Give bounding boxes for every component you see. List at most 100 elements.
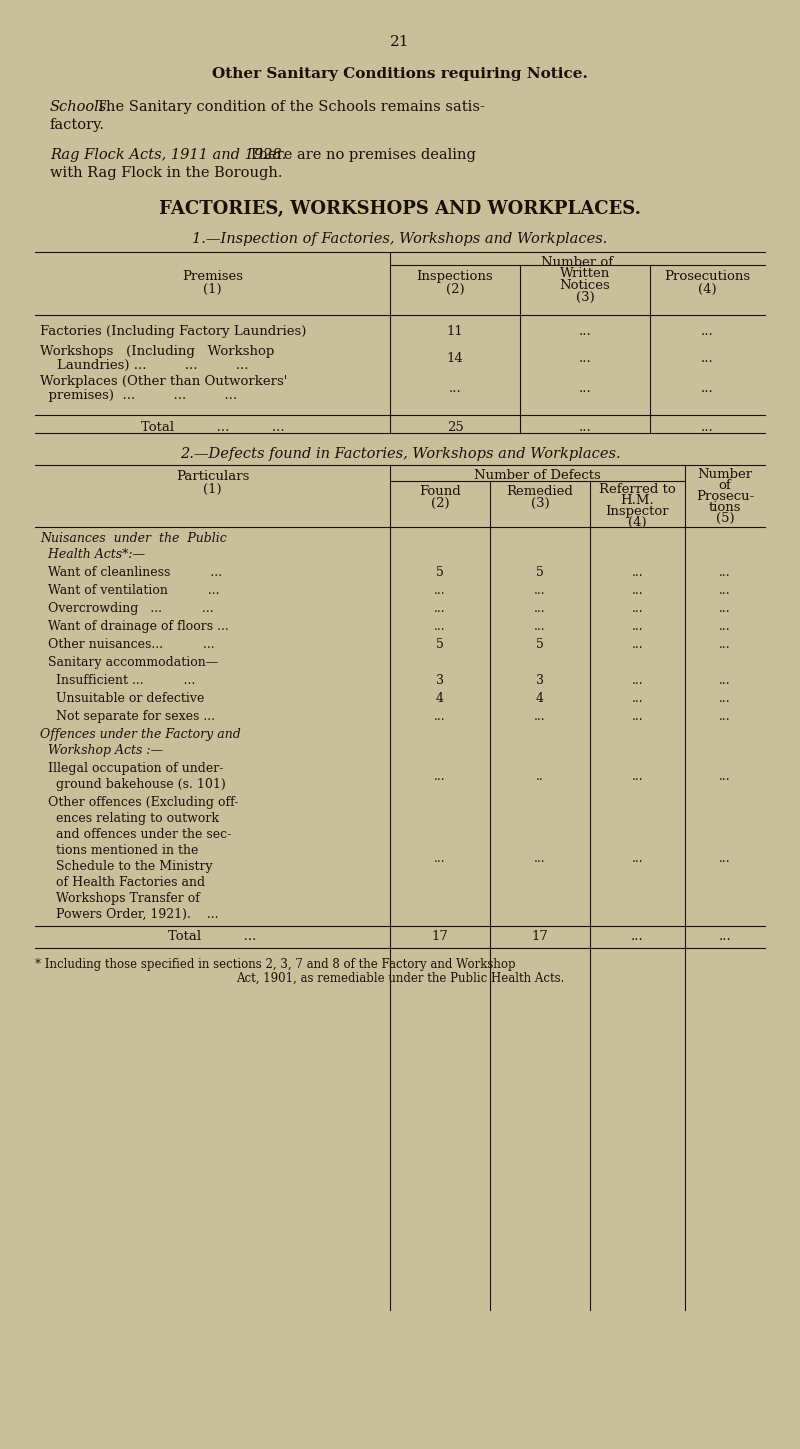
Text: Premises: Premises bbox=[182, 270, 243, 283]
Text: Other offences (Excluding off-: Other offences (Excluding off- bbox=[40, 796, 238, 809]
Text: Other Sanitary Conditions requiring Notice.: Other Sanitary Conditions requiring Noti… bbox=[212, 67, 588, 81]
Text: Workshops Transfer of: Workshops Transfer of bbox=[40, 893, 200, 906]
Text: ...: ... bbox=[632, 620, 643, 633]
Text: Schools.: Schools. bbox=[50, 100, 112, 114]
Text: ...: ... bbox=[719, 601, 731, 614]
Text: ...: ... bbox=[534, 710, 546, 723]
Text: ...: ... bbox=[719, 584, 731, 597]
Text: ...: ... bbox=[701, 383, 714, 396]
Text: ...: ... bbox=[578, 422, 591, 435]
Text: ...: ... bbox=[434, 852, 446, 865]
Text: (3): (3) bbox=[576, 291, 594, 304]
Text: Schedule to the Ministry: Schedule to the Ministry bbox=[40, 861, 213, 872]
Text: ...: ... bbox=[719, 693, 731, 706]
Text: ...: ... bbox=[449, 383, 462, 396]
Text: (5): (5) bbox=[716, 511, 734, 525]
Text: Prosecu-: Prosecu- bbox=[696, 490, 754, 503]
Text: ..: .. bbox=[536, 769, 544, 782]
Text: Nuisances  under  the  Public: Nuisances under the Public bbox=[40, 532, 226, 545]
Text: (1): (1) bbox=[203, 483, 222, 496]
Text: Rag Flock Acts, 1911 and 1928.: Rag Flock Acts, 1911 and 1928. bbox=[50, 148, 286, 162]
Text: H.M.: H.M. bbox=[621, 494, 654, 507]
Text: and offences under the sec-: and offences under the sec- bbox=[40, 827, 231, 840]
Text: ...: ... bbox=[534, 584, 546, 597]
Text: ...: ... bbox=[631, 930, 644, 943]
Text: ...: ... bbox=[719, 769, 731, 782]
Text: ...: ... bbox=[434, 601, 446, 614]
Text: ...: ... bbox=[632, 693, 643, 706]
Text: ...: ... bbox=[718, 930, 731, 943]
Text: 3: 3 bbox=[536, 674, 544, 687]
Text: ...: ... bbox=[434, 710, 446, 723]
Text: 17: 17 bbox=[531, 930, 549, 943]
Text: Health Acts*:—: Health Acts*:— bbox=[40, 548, 145, 561]
Text: 4: 4 bbox=[536, 693, 544, 706]
Text: Total          ...: Total ... bbox=[168, 930, 257, 943]
Text: Prosecutions: Prosecutions bbox=[665, 270, 750, 283]
Text: ...: ... bbox=[632, 584, 643, 597]
Text: ...: ... bbox=[719, 620, 731, 633]
Text: Illegal occupation of under-: Illegal occupation of under- bbox=[40, 762, 223, 775]
Text: FACTORIES, WORKSHOPS AND WORKPLACES.: FACTORIES, WORKSHOPS AND WORKPLACES. bbox=[159, 200, 641, 217]
Text: Inspections: Inspections bbox=[417, 270, 494, 283]
Text: Other nuisances...          ...: Other nuisances... ... bbox=[40, 638, 214, 651]
Text: Overcrowding   ...          ...: Overcrowding ... ... bbox=[40, 601, 214, 614]
Text: Sanitary accommodation—: Sanitary accommodation— bbox=[40, 656, 218, 669]
Text: Number of Defects: Number of Defects bbox=[474, 469, 601, 483]
Text: Number: Number bbox=[698, 468, 753, 481]
Text: ...: ... bbox=[701, 352, 714, 365]
Text: 11: 11 bbox=[446, 325, 463, 338]
Text: of: of bbox=[718, 480, 731, 493]
Text: Unsuitable or defective: Unsuitable or defective bbox=[40, 693, 204, 706]
Text: ground bakehouse (s. 101): ground bakehouse (s. 101) bbox=[40, 778, 226, 791]
Text: ...: ... bbox=[578, 325, 591, 338]
Text: Powers Order, 1921).    ...: Powers Order, 1921). ... bbox=[40, 909, 218, 922]
Text: 21: 21 bbox=[390, 35, 410, 49]
Text: with Rag Flock in the Borough.: with Rag Flock in the Borough. bbox=[50, 167, 282, 180]
Text: 2.—Defects found in Factories, Workshops and Workplaces.: 2.—Defects found in Factories, Workshops… bbox=[180, 446, 620, 461]
Text: ...: ... bbox=[632, 710, 643, 723]
Text: Want of drainage of floors ...: Want of drainage of floors ... bbox=[40, 620, 229, 633]
Text: Workshop Acts :—: Workshop Acts :— bbox=[40, 743, 163, 756]
Text: ...: ... bbox=[578, 352, 591, 365]
Text: Notices: Notices bbox=[560, 280, 610, 293]
Text: 5: 5 bbox=[436, 567, 444, 580]
Text: ...: ... bbox=[719, 710, 731, 723]
Text: (4): (4) bbox=[628, 516, 647, 529]
Text: 14: 14 bbox=[446, 352, 463, 365]
Text: ...: ... bbox=[534, 620, 546, 633]
Text: ...: ... bbox=[632, 769, 643, 782]
Text: Not separate for sexes ...: Not separate for sexes ... bbox=[40, 710, 215, 723]
Text: ences relating to outwork: ences relating to outwork bbox=[40, 811, 219, 824]
Text: ...: ... bbox=[632, 852, 643, 865]
Text: Want of ventilation          ...: Want of ventilation ... bbox=[40, 584, 219, 597]
Text: Particulars: Particulars bbox=[176, 469, 249, 483]
Text: (2): (2) bbox=[430, 497, 450, 510]
Text: The Sanitary condition of the Schools remains satis-: The Sanitary condition of the Schools re… bbox=[50, 100, 485, 114]
Text: Factories (Including Factory Laundries): Factories (Including Factory Laundries) bbox=[40, 325, 306, 338]
Text: ...: ... bbox=[632, 638, 643, 651]
Text: ...: ... bbox=[534, 601, 546, 614]
Text: 17: 17 bbox=[431, 930, 449, 943]
Text: 1.—Inspection of Factories, Workshops and Workplaces.: 1.—Inspection of Factories, Workshops an… bbox=[192, 232, 608, 246]
Text: 5: 5 bbox=[536, 567, 544, 580]
Text: ...: ... bbox=[701, 325, 714, 338]
Text: Workshops   (Including   Workshop: Workshops (Including Workshop bbox=[40, 345, 274, 358]
Text: ...: ... bbox=[578, 383, 591, 396]
Text: ...: ... bbox=[632, 601, 643, 614]
Text: 4: 4 bbox=[436, 693, 444, 706]
Text: ...: ... bbox=[719, 674, 731, 687]
Text: Workplaces (Other than Outworkers': Workplaces (Other than Outworkers' bbox=[40, 375, 287, 388]
Text: ...: ... bbox=[719, 852, 731, 865]
Text: Insufficient ...          ...: Insufficient ... ... bbox=[40, 674, 195, 687]
Text: ...: ... bbox=[534, 852, 546, 865]
Text: ...: ... bbox=[701, 422, 714, 435]
Text: (3): (3) bbox=[530, 497, 550, 510]
Text: Want of cleanliness          ...: Want of cleanliness ... bbox=[40, 567, 222, 580]
Text: Act, 1901, as remediable under the Public Health Acts.: Act, 1901, as remediable under the Publi… bbox=[236, 972, 564, 985]
Text: premises)  ...         ...         ...: premises) ... ... ... bbox=[40, 388, 238, 401]
Text: Remedied: Remedied bbox=[506, 485, 574, 498]
Text: 5: 5 bbox=[436, 638, 444, 651]
Text: Found: Found bbox=[419, 485, 461, 498]
Text: 3: 3 bbox=[436, 674, 444, 687]
